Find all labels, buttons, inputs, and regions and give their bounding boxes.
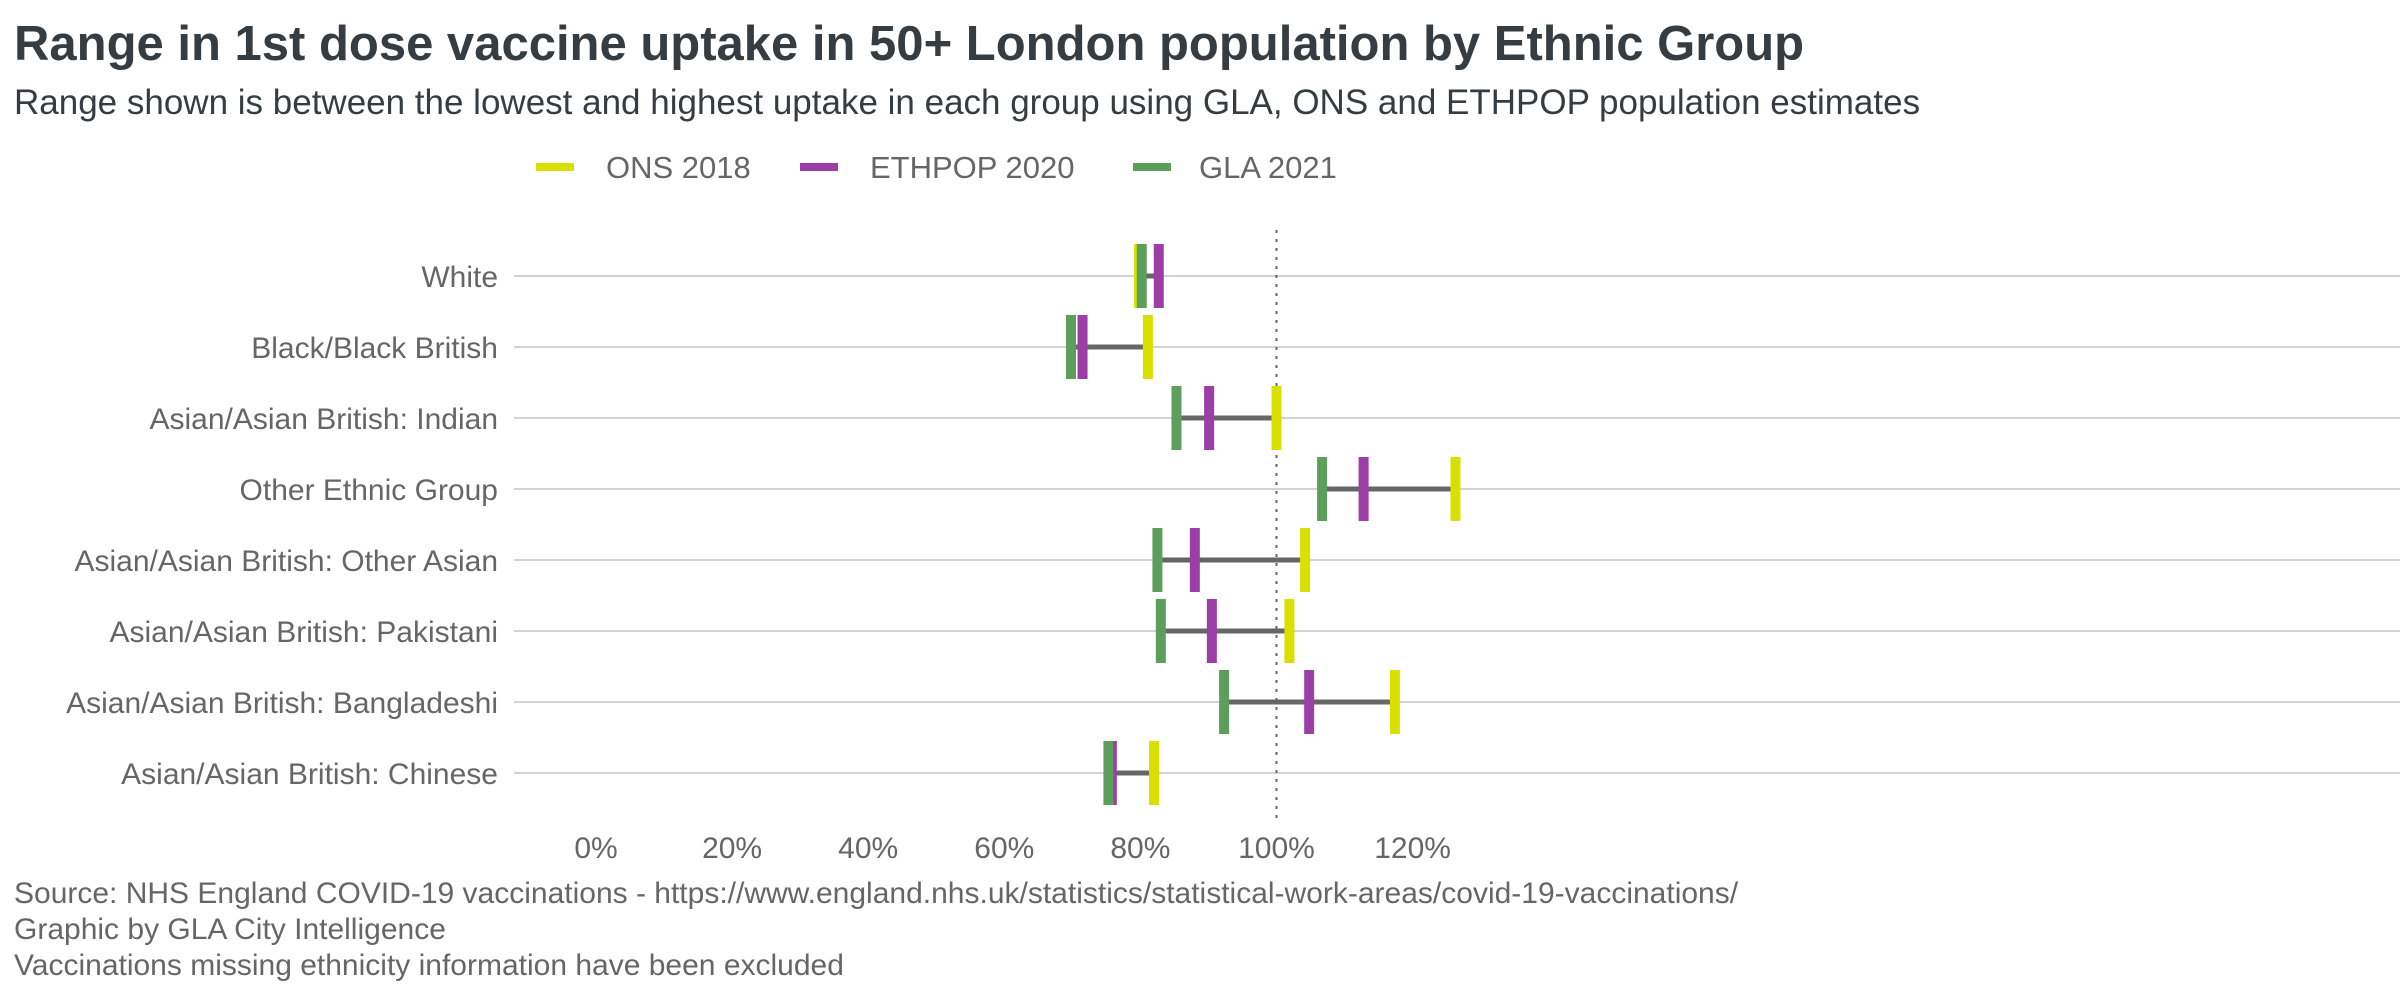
gridlines <box>514 275 2400 774</box>
y-axis-labels: White Black/Black British Asian/Asian Brit… <box>66 261 498 791</box>
legend: ONS 2018 ETHPOP 2020 GLA 2021 <box>536 150 1337 185</box>
data-marks <box>1065 244 1461 805</box>
legend-label-ons: ONS 2018 <box>606 150 751 185</box>
legend-label-gla: GLA 2021 <box>1199 150 1337 185</box>
x-tick-label: 40% <box>838 832 898 865</box>
x-tick-label: 120% <box>1374 832 1451 865</box>
category-label: Asian/Asian British: Bangladeshi <box>66 687 498 720</box>
caption: Source: NHS England COVID-19 vaccination… <box>14 876 1738 984</box>
chart-title: Range in 1st dose vaccine uptake in 50+ … <box>14 17 1805 71</box>
category-label: Asian/Asian British: Pakistani <box>109 616 498 649</box>
x-tick-label: 100% <box>1238 832 1315 865</box>
category-label: Asian/Asian British: Chinese <box>121 758 498 791</box>
caption-note: Vaccinations missing ethnicity informati… <box>14 949 844 982</box>
x-tick-label: 0% <box>574 832 617 865</box>
x-tick-label: 80% <box>1110 832 1170 865</box>
x-tick-label: 20% <box>702 832 762 865</box>
category-label: Asian/Asian British: Other Asian <box>74 545 498 578</box>
category-label: Black/Black British <box>251 332 498 365</box>
legend-label-ethpop: ETHPOP 2020 <box>870 150 1074 185</box>
chart-subtitle: Range shown is between the lowest and hi… <box>14 83 1921 122</box>
caption-source: Source: NHS England COVID-19 vaccination… <box>14 877 1739 910</box>
category-label: Asian/Asian British: Indian <box>149 403 498 436</box>
category-label: Other Ethnic Group <box>240 474 498 507</box>
x-tick-label: 60% <box>974 832 1034 865</box>
caption-credit: Graphic by GLA City Intelligence <box>14 913 446 946</box>
x-axis-labels: 0% 20% 40% 60% 80% 100% 120% <box>574 832 1451 865</box>
category-label: White <box>421 261 498 294</box>
